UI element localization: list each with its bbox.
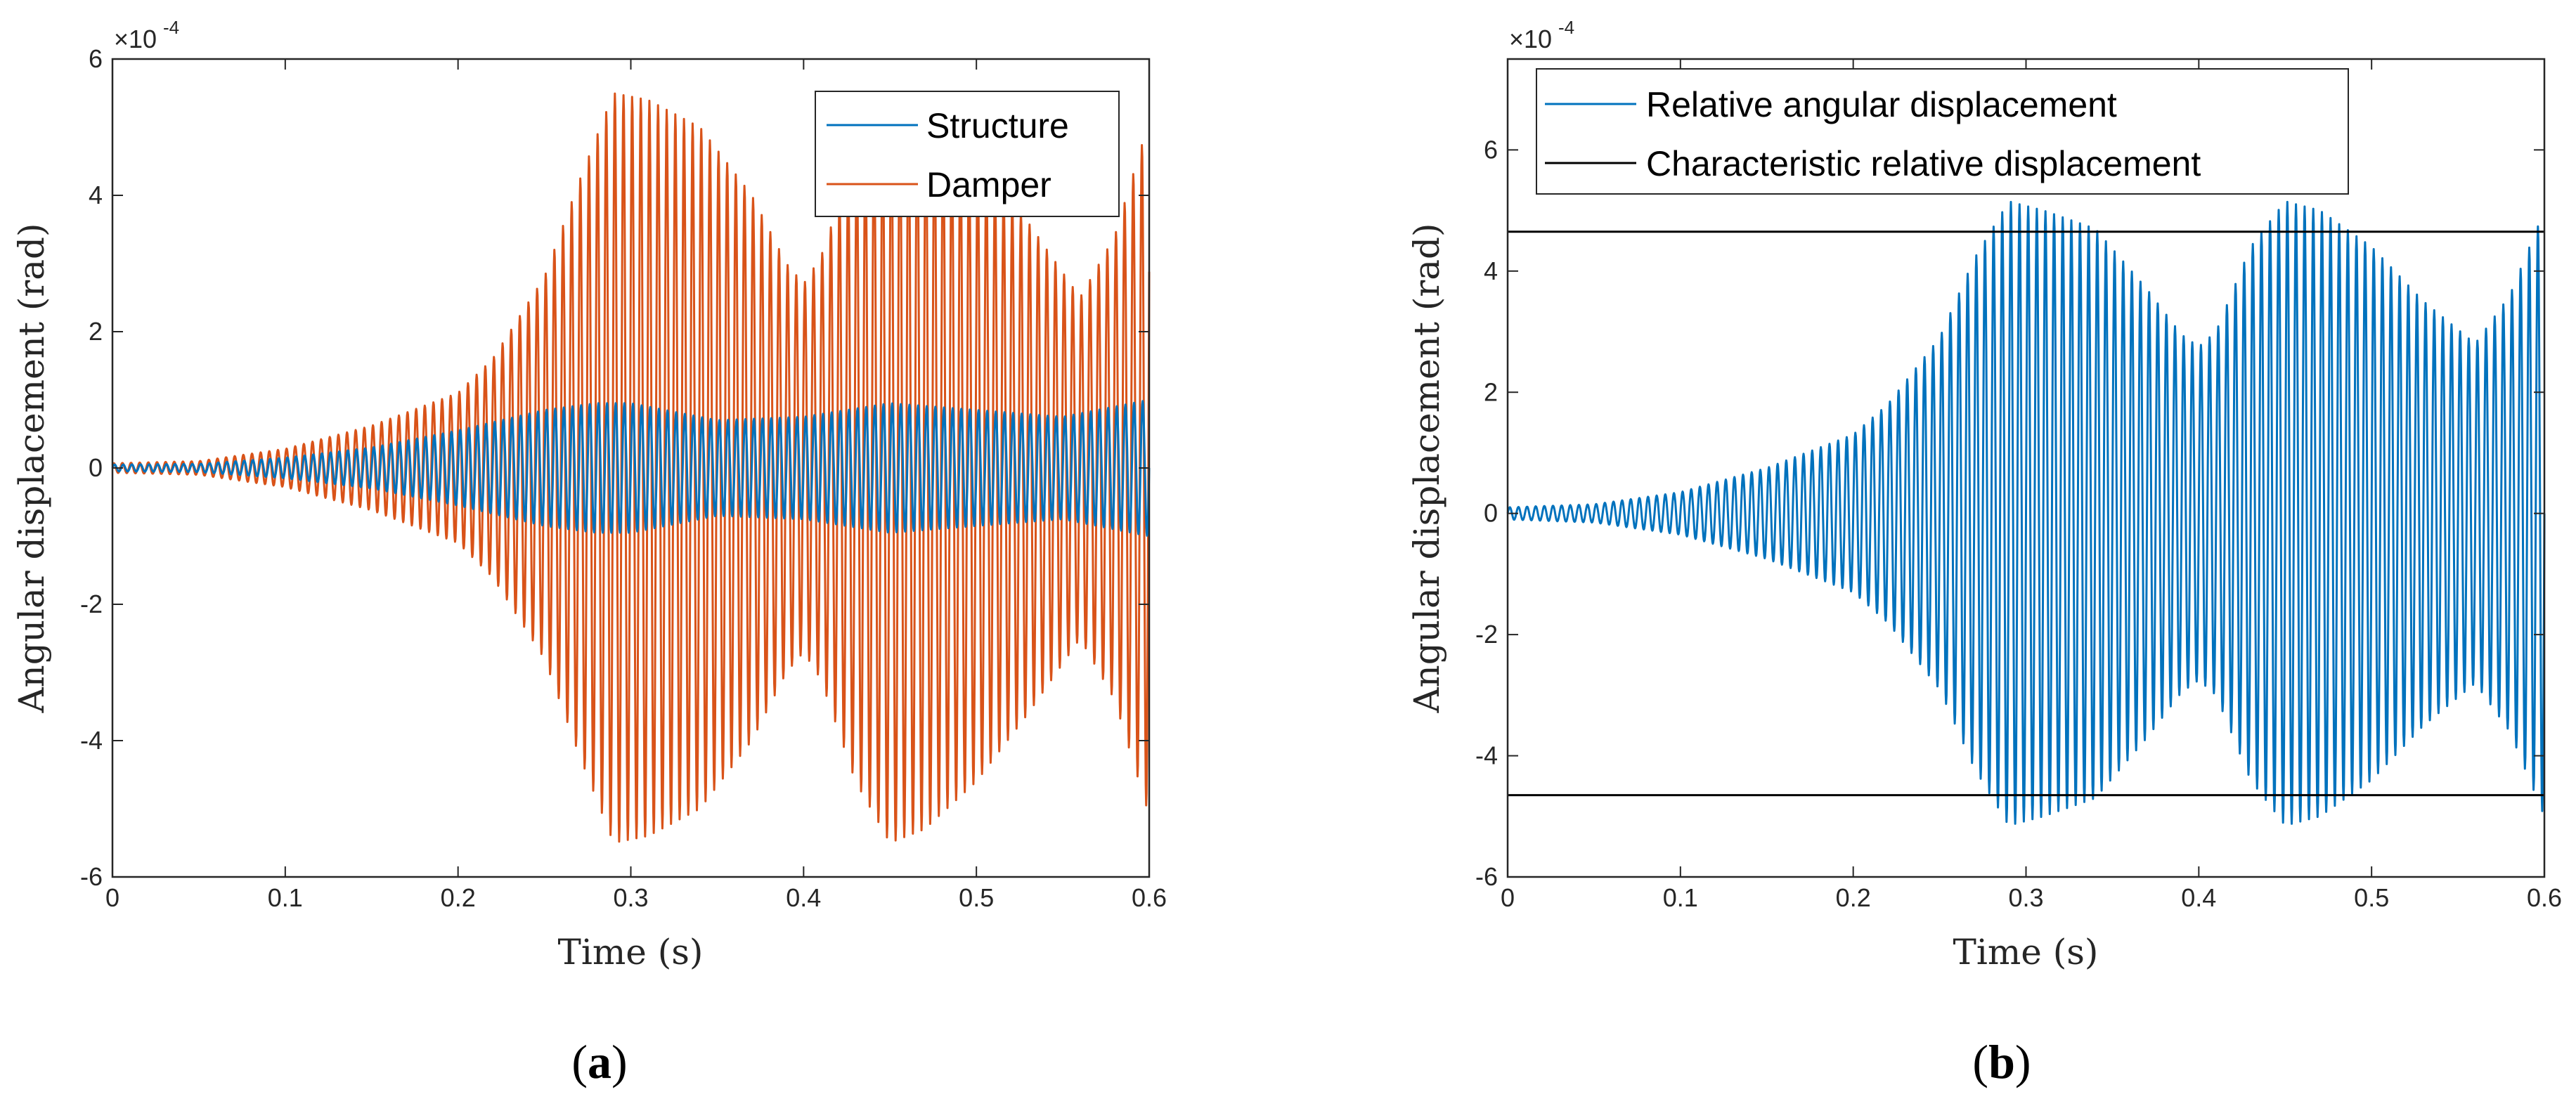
- b-y-tick-label: 2: [1484, 377, 1498, 406]
- a-x-tick-label: 0.4: [786, 883, 821, 912]
- a-legend: Structure Damper: [815, 91, 1120, 217]
- a-y-tick-label: 0: [89, 453, 103, 482]
- a-x-tick-label: 0: [105, 883, 119, 912]
- b-y-axis-label: Angular displacement (rad): [1406, 223, 1447, 713]
- a-x-tick-label: 0.2: [441, 883, 476, 912]
- a-y-exponent-power: -4: [163, 17, 179, 38]
- b-x-tick-label: 0.2: [1836, 883, 1871, 912]
- b-x-tick-label: 0.3: [2008, 883, 2043, 912]
- b-x-axis-label: Time (s): [1953, 932, 2099, 972]
- b-x-tick-label: 0.5: [2354, 883, 2389, 912]
- a-panel-caption: (a): [571, 1035, 627, 1088]
- b-legend-relative-label: Relative angular displacement: [1646, 85, 2117, 124]
- a-y-exponent: ×10 -4: [114, 17, 179, 53]
- a-y-tick-label: -6: [80, 862, 103, 891]
- a-series-damper-line: [111, 92, 1151, 843]
- a-y-axis-label: Angular displacement (rad): [11, 223, 52, 713]
- b-x-tick-label: 0.6: [2527, 883, 2562, 912]
- panel-b-chart: ×10 -4 0 0.1 0.2 0.3 0.4 0.5 0.6 -6 -4 -…: [1406, 17, 2562, 1088]
- a-y-tick-label: 2: [89, 317, 103, 346]
- b-y-exponent: ×10 -4: [1509, 17, 1574, 53]
- b-tick-marks: [1507, 59, 2545, 878]
- a-y-tick-label: 6: [89, 44, 103, 73]
- a-y-tick-label: -2: [80, 590, 103, 618]
- a-y-tick-labels: -6 -4 -2 0 2 4 6: [80, 44, 103, 891]
- b-x-tick-label: 0.1: [1663, 883, 1698, 912]
- panel-a-chart: ×10 -4 0 0.1 0.2 0.3 0.4 0.5 0.6 -6 -4 -…: [11, 17, 1167, 1088]
- b-x-tick-labels: 0 0.1 0.2 0.3 0.4 0.5 0.6: [1501, 883, 2562, 912]
- b-y-tick-label: -2: [1475, 620, 1498, 649]
- b-legend: Relative angular displacement Characteri…: [1536, 68, 2349, 195]
- a-tick-marks: [112, 58, 1150, 878]
- b-series-relative-angular-displacement-line: [1506, 200, 2546, 825]
- b-y-exponent-power: -4: [1558, 17, 1574, 38]
- b-y-tick-label: 0: [1484, 499, 1498, 528]
- a-legend-box: [815, 91, 1120, 217]
- b-y-tick-label: 6: [1484, 135, 1498, 164]
- b-x-tick-label: 0: [1501, 883, 1515, 912]
- b-legend-characteristic-label: Characteristic relative displacement: [1646, 144, 2201, 183]
- a-series-structure-line: [111, 400, 1151, 537]
- b-x-tick-label: 0.4: [2181, 883, 2216, 912]
- a-y-tick-label: 4: [89, 181, 103, 209]
- a-legend-structure-label: Structure: [926, 106, 1069, 145]
- b-y-tick-label: -6: [1475, 862, 1498, 891]
- a-x-tick-label: 0.1: [268, 883, 303, 912]
- a-legend-damper-label: Damper: [926, 165, 1051, 204]
- b-y-exponent-base: ×10: [1509, 25, 1552, 53]
- b-y-tick-label: 4: [1484, 256, 1498, 285]
- a-x-tick-labels: 0 0.1 0.2 0.3 0.4 0.5 0.6: [105, 883, 1167, 912]
- a-x-tick-label: 0.3: [613, 883, 648, 912]
- a-x-tick-label: 0.5: [959, 883, 994, 912]
- a-y-exponent-base: ×10: [114, 25, 157, 53]
- b-panel-caption: (b): [1972, 1035, 2031, 1088]
- b-legend-box: [1536, 68, 2349, 195]
- a-y-tick-label: -4: [80, 726, 103, 755]
- a-x-tick-label: 0.6: [1132, 883, 1167, 912]
- b-y-tick-label: -4: [1475, 741, 1498, 770]
- b-y-tick-labels: -6 -4 -2 0 2 4 6: [1475, 135, 1498, 891]
- a-x-axis-label: Time (s): [558, 932, 704, 972]
